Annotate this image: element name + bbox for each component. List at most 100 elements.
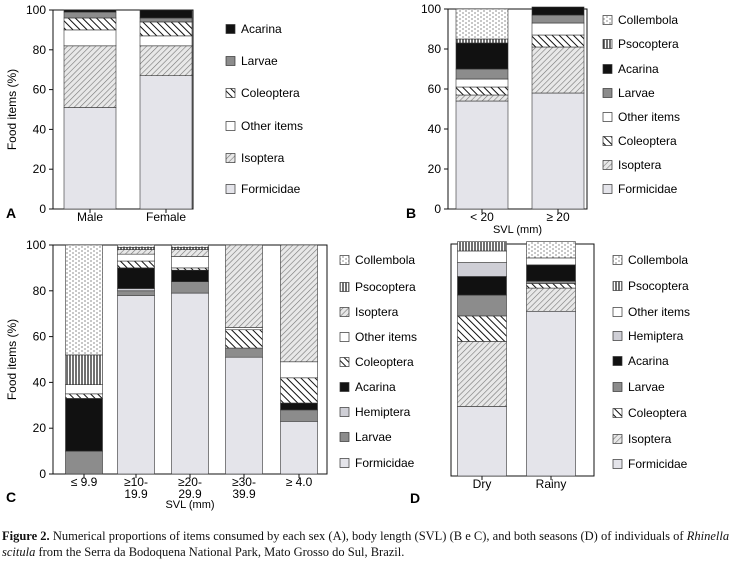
legend-label-other-items: Other items <box>628 305 690 319</box>
bar-segment-larvae <box>63 11 117 19</box>
bar-segment-larvae <box>139 17 193 23</box>
bar-segment-collembola <box>65 244 103 356</box>
legend-swatch-isoptera <box>602 160 613 170</box>
plot-frame <box>450 243 595 477</box>
y-axis-label: Food items (%) <box>5 69 19 150</box>
legend-label-formicidae: Formicidae <box>355 456 415 470</box>
legend-swatch-coleoptera <box>602 136 613 146</box>
legend-swatch-formicidae <box>602 184 613 194</box>
bar-segment-formicidae <box>457 406 507 477</box>
panel-label: A <box>6 205 16 221</box>
y-tick-label: 60 <box>33 83 47 97</box>
bar-segment-isoptera <box>63 45 117 108</box>
legend-swatch-psocoptera <box>339 282 350 292</box>
x-tick-label: < 20 <box>470 210 494 224</box>
y-tick-label: 20 <box>428 162 442 176</box>
legend-swatch-acarina <box>339 382 350 392</box>
y-tick-label: 60 <box>428 82 442 96</box>
legend-swatch-acarina <box>602 64 613 74</box>
legend-label-other-items: Other items <box>618 110 680 124</box>
panel-a: 0 20 40 60 80 100 Male Female A Food items (%) Aca… <box>5 3 303 224</box>
legend-swatch-formicidae <box>225 184 236 194</box>
bar-segment-psocoptera <box>117 246 155 250</box>
bar-segment-isoptera <box>225 244 263 328</box>
legend-label-psocoptera: Psocoptera <box>618 37 679 51</box>
legend-swatch-collembola <box>339 255 350 265</box>
x-tick-label: 29.9 <box>178 487 202 501</box>
bar-segment-isoptera <box>531 46 585 94</box>
legend-label-acarina: Acarina <box>241 22 282 36</box>
y-tick-label: 100 <box>26 3 46 17</box>
legend-swatch-larvae <box>339 432 350 442</box>
bar-segment-other-items <box>65 384 103 395</box>
legend-swatch-larvae <box>602 88 613 98</box>
legend: Collembola Psocoptera Isoptera Other items C… <box>339 253 417 470</box>
legend-label-other-items: Other items <box>355 330 417 344</box>
bar-segment-formicidae <box>63 107 117 210</box>
legend-label-hemiptera: Hemiptera <box>355 405 411 419</box>
bar-segment-acarina <box>457 276 507 296</box>
bar-segment-hemiptera <box>457 262 507 277</box>
caption-text-2: from the Serra da Bodoquena National Par… <box>35 545 405 559</box>
legend-label-collembola: Collembola <box>628 253 688 267</box>
figure-panels: 0 20 40 60 80 100 Male Female A Food items (%) Aca… <box>5 2 690 511</box>
legend-label-coleoptera: Coleoptera <box>628 406 687 420</box>
bar-segment-acarina <box>171 269 209 282</box>
legend-label-isoptera: Isoptera <box>241 151 285 165</box>
bar-segment-collembola <box>117 244 155 248</box>
panel-label: B <box>406 205 416 221</box>
legend-swatch-isoptera <box>225 153 236 163</box>
bar-segment-larvae <box>280 409 318 422</box>
y-tick-label: 40 <box>428 122 442 136</box>
bar-segment-larvae <box>65 450 103 475</box>
caption-label: Figure 2. <box>2 529 50 543</box>
bar-segment-isoptera <box>457 341 507 407</box>
legend-label-coleoptera: Coleoptera <box>618 134 677 148</box>
bar-segment-other-items <box>280 361 318 379</box>
y-tick-label: 80 <box>33 43 47 57</box>
x-tick-label: ≥ 20 <box>546 210 570 224</box>
bar-segment-acarina <box>526 264 576 282</box>
bar-segment-formicidae <box>280 421 318 475</box>
y-tick-label: 40 <box>33 375 47 389</box>
y-tick-label: 60 <box>33 330 47 344</box>
bar-segment-coleoptera <box>280 377 318 404</box>
bar-segment-other-items <box>457 250 507 263</box>
bar-segment-coleoptera <box>225 329 263 349</box>
bar-segment-collembola <box>526 241 576 259</box>
bar-segment-other-items <box>117 253 155 262</box>
x-axis-label: SVL (mm) <box>165 499 214 511</box>
bar-segment-psocoptera <box>457 241 507 252</box>
legend: Acarina Larvae Coleoptera Other items Isopte… <box>225 22 303 196</box>
bar-segment-larvae <box>117 290 155 296</box>
bar-segment-acarina <box>280 402 318 411</box>
bar-segment-coleoptera <box>139 21 193 37</box>
bar-segment-formicidae <box>531 92 585 210</box>
y-tick-label: 20 <box>33 421 47 435</box>
legend-swatch-formicidae <box>339 458 350 468</box>
x-tick-label: ≥10- <box>124 475 148 489</box>
plot-frame <box>52 9 194 210</box>
panel-label: C <box>6 489 16 505</box>
bar-segment-formicidae <box>171 292 209 475</box>
bar-segment-formicidae <box>526 310 576 477</box>
bar-segment-isoptera <box>280 244 318 363</box>
x-tick-label: Male <box>77 210 103 224</box>
legend-label-coleoptera: Coleoptera <box>355 355 414 369</box>
bar-segment-larvae <box>457 294 507 317</box>
legend-label-psocoptera: Psocoptera <box>628 279 689 293</box>
bar-segment-coleoptera <box>455 86 509 96</box>
bar-segment-other-items <box>225 327 263 331</box>
bar-segment-larvae <box>225 347 263 358</box>
legend-swatch-coleoptera <box>612 408 623 418</box>
bar-segment-formicidae <box>225 356 263 475</box>
bar-segment-isoptera <box>526 287 576 312</box>
legend-label-acarina: Acarina <box>355 380 396 394</box>
y-tick-label: 100 <box>421 2 441 16</box>
bar-segment-formicidae <box>117 295 155 475</box>
x-tick-label: 19.9 <box>124 487 148 501</box>
y-tick-label: 0 <box>39 467 46 481</box>
y-tick-label: 100 <box>26 238 46 252</box>
legend-swatch-hemiptera <box>339 407 350 417</box>
bar-segment-psocoptera <box>171 246 209 250</box>
